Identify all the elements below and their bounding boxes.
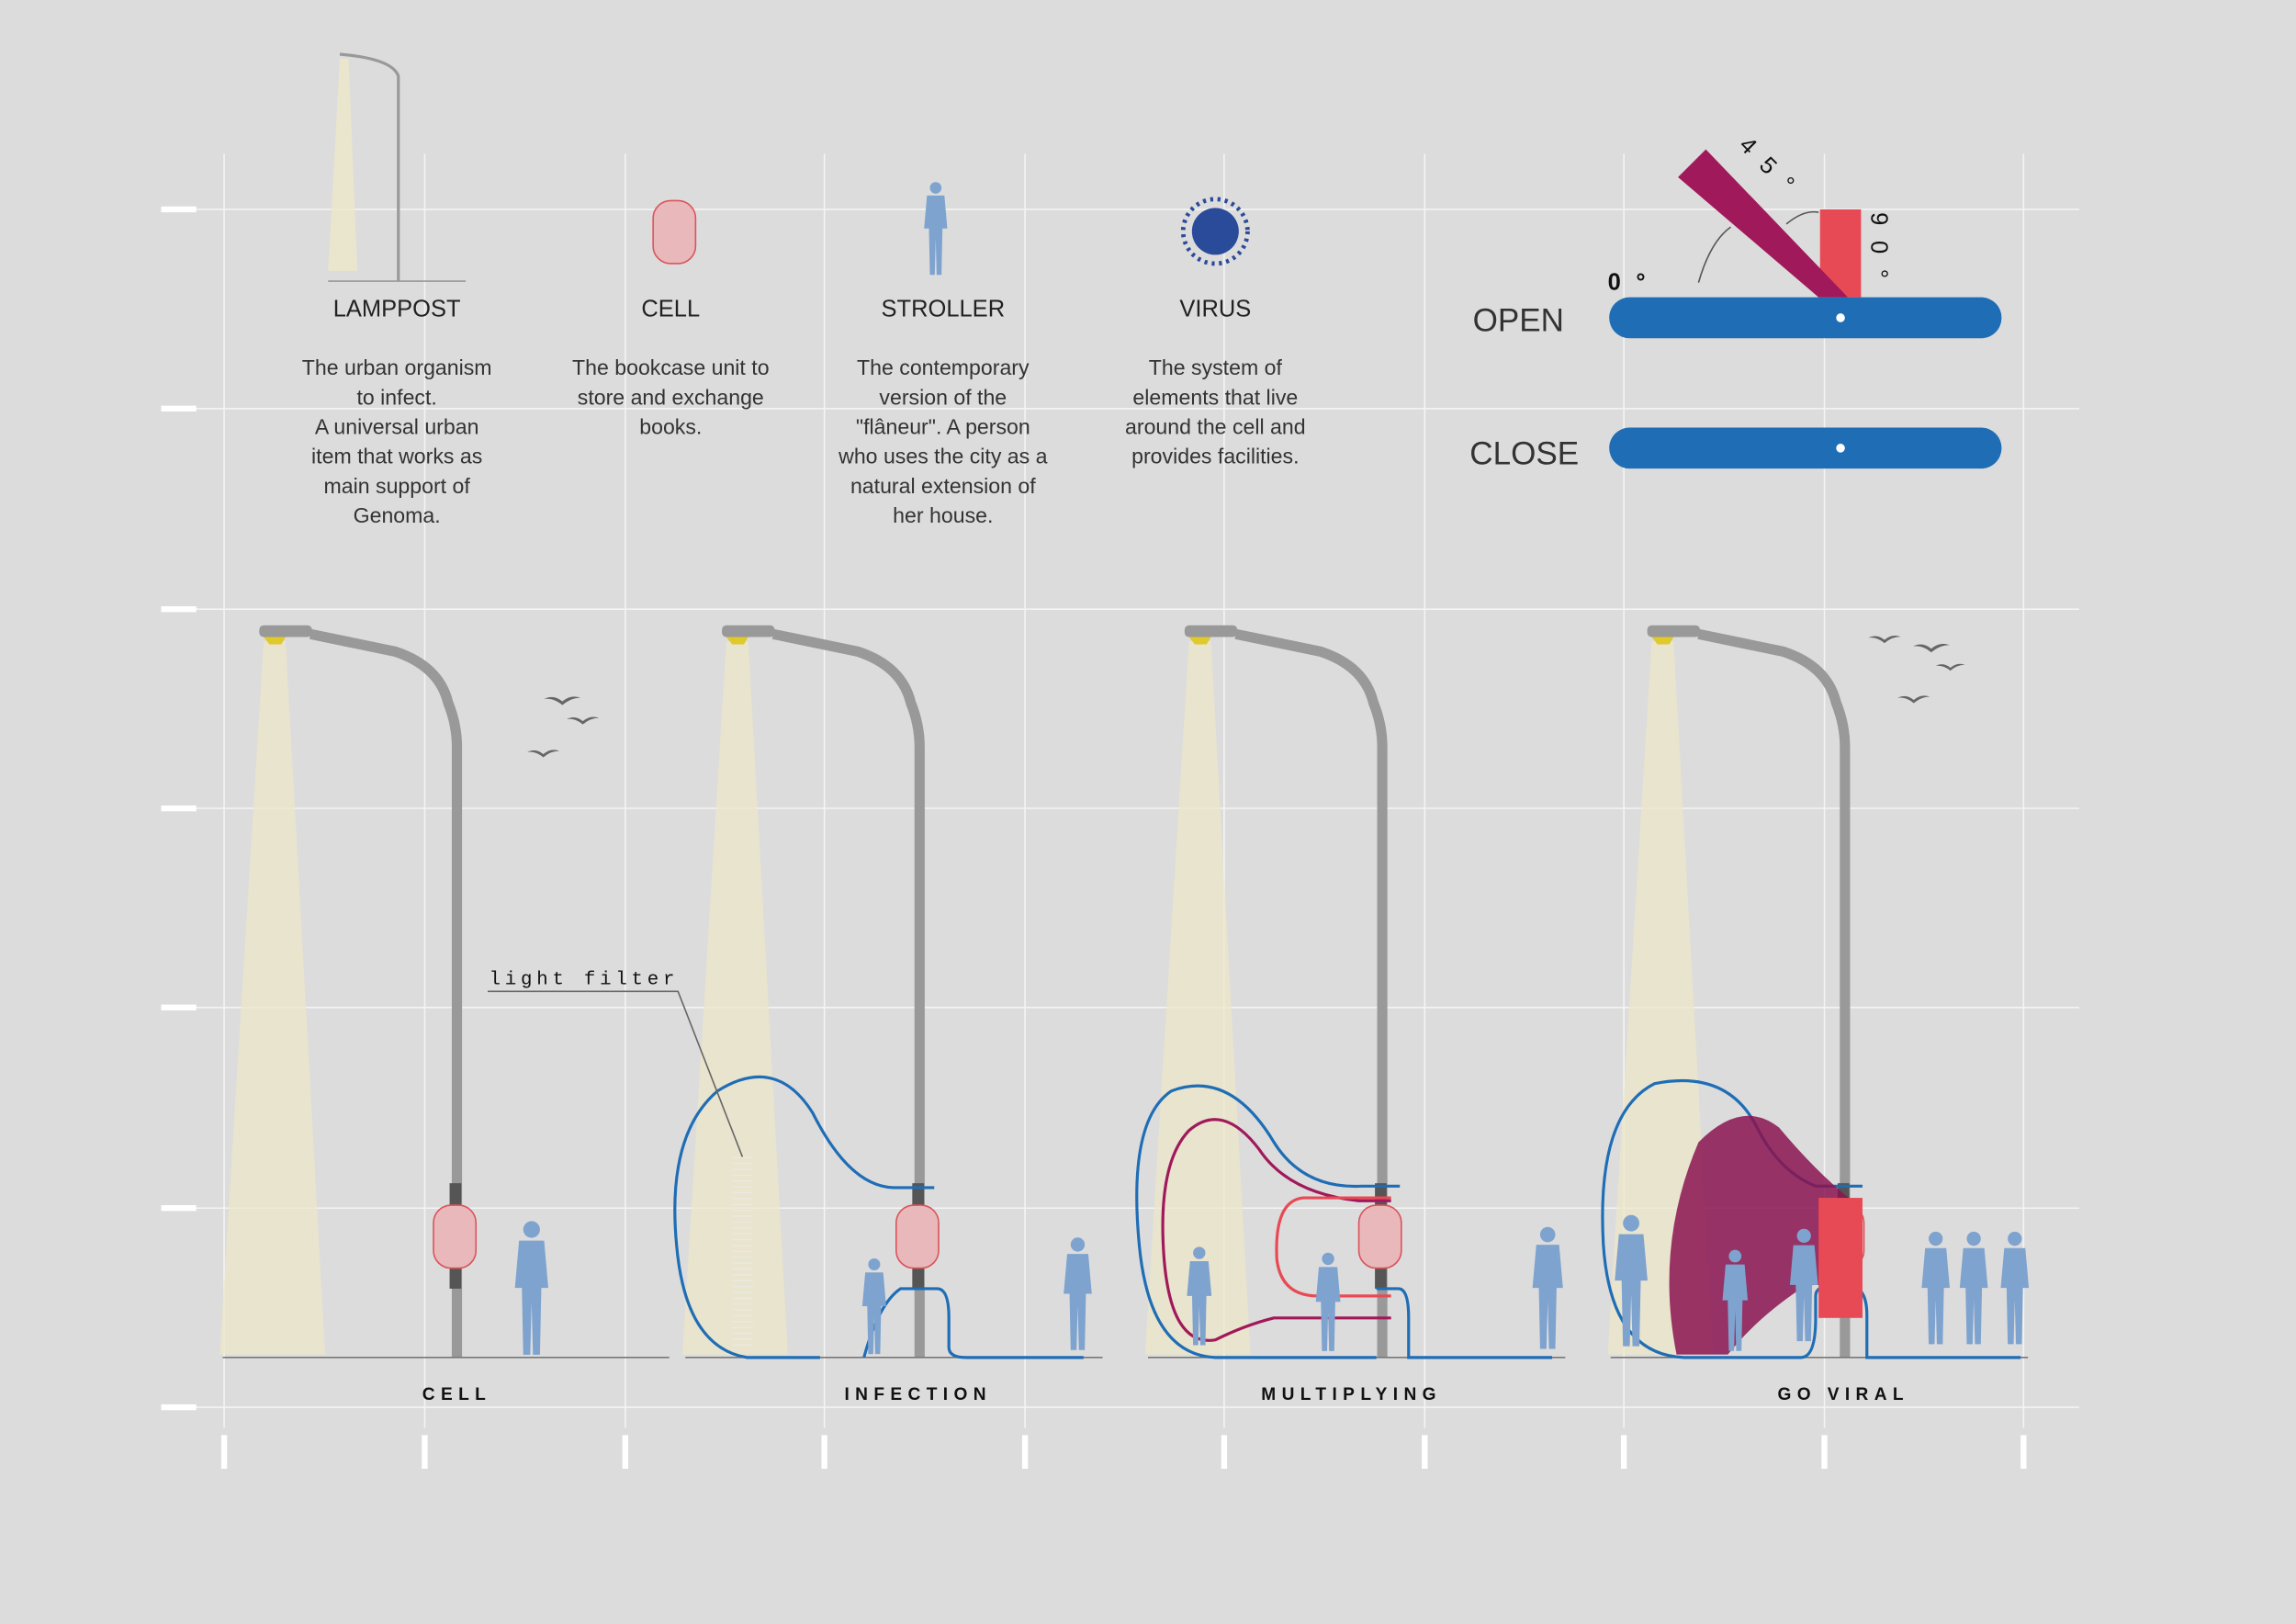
item-description: version of the — [879, 385, 1007, 409]
item-description: store and exchange — [578, 385, 764, 409]
item-title: STROLLER — [881, 296, 1005, 321]
item-description: books. — [639, 415, 702, 439]
item-description: who uses the city as a — [838, 445, 1048, 468]
item-description: elements that live — [1132, 385, 1298, 409]
stage-label: INFECTION — [844, 1385, 991, 1404]
item-description: provides facilities. — [1131, 445, 1299, 468]
item-description: A universal urban — [315, 415, 479, 439]
stage-label: GO VIRAL — [1778, 1385, 1909, 1404]
illustrations — [219, 52, 2030, 1358]
item-description: The bookcase unit to — [572, 355, 770, 379]
item-description: "flâneur". A person — [856, 415, 1030, 439]
grid — [161, 153, 2079, 1470]
item-description: The urban organism — [302, 355, 492, 379]
item-description: around the cell and — [1125, 415, 1306, 439]
annotation: light filter — [490, 969, 680, 990]
state-label: CLOSE — [1469, 435, 1579, 471]
angle-label: 9 0 ° — [1866, 212, 1892, 283]
item-title: VIRUS — [1179, 296, 1251, 321]
angle-label: 0 ° — [1608, 270, 1650, 296]
item-description: The contemporary — [857, 355, 1030, 379]
texts: 4 5 ° 9 0 ° 0 ° OPEN CLOSE light filter … — [302, 132, 1909, 1404]
item-description: item that works as — [311, 445, 482, 468]
item-description: The system of — [1149, 355, 1283, 379]
item-description: to infect. — [356, 385, 436, 409]
item-description: Genoma. — [354, 503, 441, 527]
stage-label: CELL — [422, 1385, 491, 1404]
stage-label: MULTIPLYING — [1261, 1385, 1442, 1404]
item-description: her house. — [893, 503, 993, 527]
item-description: main support of — [324, 474, 471, 498]
state-label: OPEN — [1473, 302, 1564, 338]
item-title: LAMPPOST — [333, 296, 461, 321]
item-description: natural extension of — [850, 474, 1036, 498]
item-title: CELL — [641, 296, 700, 321]
